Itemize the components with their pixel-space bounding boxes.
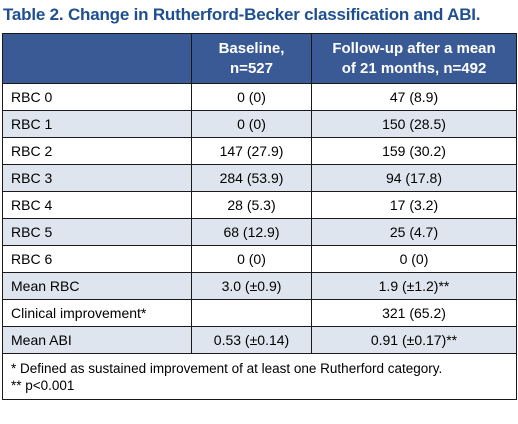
baseline-cell: 3.0 (±0.9) [191, 272, 312, 300]
baseline-cell [191, 299, 312, 327]
footnote-1: * Defined as sustained improvement of at… [11, 360, 443, 376]
baseline-cell: 28 (5.3) [191, 191, 312, 219]
table-title: Table 2. Change in Rutherford-Becker cla… [0, 0, 518, 30]
baseline-cell: 147 (27.9) [191, 137, 312, 165]
header-followup-line2: of 21 months, n=492 [341, 59, 487, 77]
table-row: RBC 4 28 (5.3) 17 (3.2) [2, 191, 517, 219]
header-baseline: Baseline, n=527 [191, 33, 312, 84]
table-row: RBC 3 284 (53.9) 94 (17.8) [2, 164, 517, 192]
header-baseline-line2: n=527 [230, 59, 273, 77]
followup-cell: 17 (3.2) [311, 191, 517, 219]
baseline-cell: 0.53 (±0.14) [191, 326, 312, 354]
followup-cell: 0.91 (±0.17)** [311, 326, 517, 354]
table-row: RBC 1 0 (0) 150 (28.5) [2, 110, 517, 138]
header-followup: Follow-up after a mean of 21 months, n=4… [311, 33, 517, 84]
followup-cell: 25 (4.7) [311, 218, 517, 246]
row-label: Clinical improvement* [2, 299, 192, 327]
table-row: Mean ABI 0.53 (±0.14) 0.91 (±0.17)** [2, 326, 517, 354]
row-label: Mean RBC [2, 272, 192, 300]
footnote-cell: * Defined as sustained improvement of at… [2, 353, 517, 400]
header-baseline-line1: Baseline, [218, 39, 285, 57]
table-row: RBC 5 68 (12.9) 25 (4.7) [2, 218, 517, 246]
footnote-row: * Defined as sustained improvement of at… [2, 353, 517, 400]
row-label: RBC 0 [2, 83, 192, 111]
row-label: RBC 6 [2, 245, 192, 273]
baseline-cell: 0 (0) [191, 245, 312, 273]
baseline-cell: 68 (12.9) [191, 218, 312, 246]
baseline-cell: 0 (0) [191, 110, 312, 138]
header-followup-line1: Follow-up after a mean [332, 39, 496, 57]
followup-cell: 47 (8.9) [311, 83, 517, 111]
followup-cell: 159 (30.2) [311, 137, 517, 165]
followup-cell: 0 (0) [311, 245, 517, 273]
followup-cell: 321 (65.2) [311, 299, 517, 327]
followup-cell: 1.9 (±1.2)** [311, 272, 517, 300]
followup-cell: 150 (28.5) [311, 110, 517, 138]
header-empty-cell [2, 33, 192, 84]
table-row: RBC 6 0 (0) 0 (0) [2, 245, 517, 273]
results-table: Baseline, n=527 Follow-up after a mean o… [2, 33, 517, 400]
row-label: RBC 2 [2, 137, 192, 165]
row-label: RBC 1 [2, 110, 192, 138]
header-row: Baseline, n=527 Follow-up after a mean o… [2, 33, 517, 84]
footnote-2: ** p<0.001 [11, 377, 75, 393]
followup-cell: 94 (17.8) [311, 164, 517, 192]
row-label: RBC 4 [2, 191, 192, 219]
table-row: RBC 2 147 (27.9) 159 (30.2) [2, 137, 517, 165]
table-row: RBC 0 0 (0) 47 (8.9) [2, 83, 517, 111]
table-row: Clinical improvement* 321 (65.2) [2, 299, 517, 327]
row-label: RBC 5 [2, 218, 192, 246]
baseline-cell: 0 (0) [191, 83, 312, 111]
row-label: RBC 3 [2, 164, 192, 192]
row-label: Mean ABI [2, 326, 192, 354]
table-row: Mean RBC 3.0 (±0.9) 1.9 (±1.2)** [2, 272, 517, 300]
baseline-cell: 284 (53.9) [191, 164, 312, 192]
